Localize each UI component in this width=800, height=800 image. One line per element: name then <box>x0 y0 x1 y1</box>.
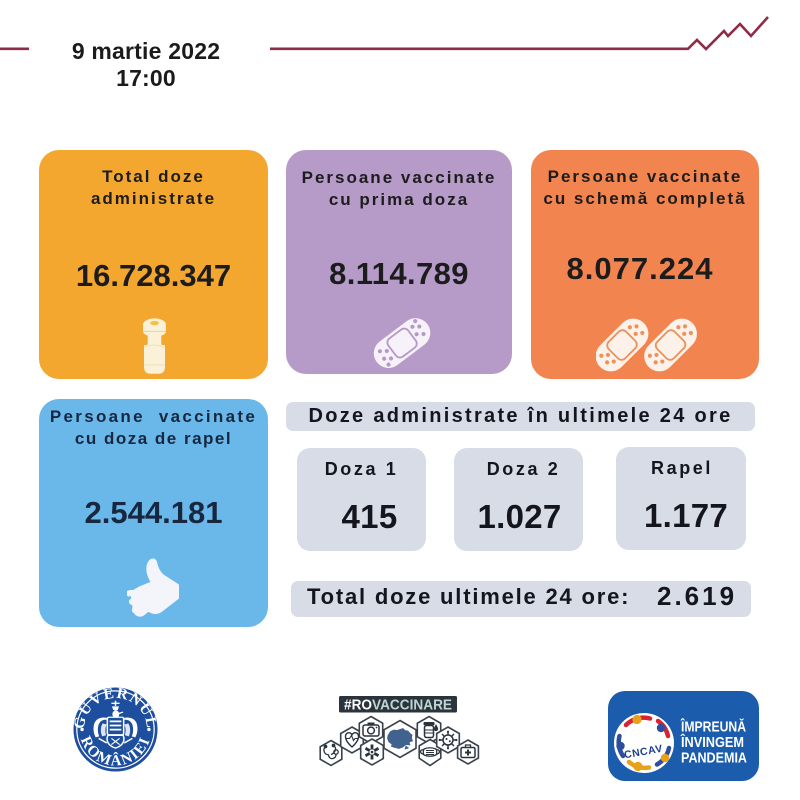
svg-text:ÎNVINGEM: ÎNVINGEM <box>680 733 744 751</box>
svg-text:ÎMPREUNĂ: ÎMPREUNĂ <box>680 717 746 735</box>
svg-text:PANDEMIA: PANDEMIA <box>681 750 747 766</box>
svg-text:#ROVACCINARE: #ROVACCINARE <box>344 697 452 713</box>
